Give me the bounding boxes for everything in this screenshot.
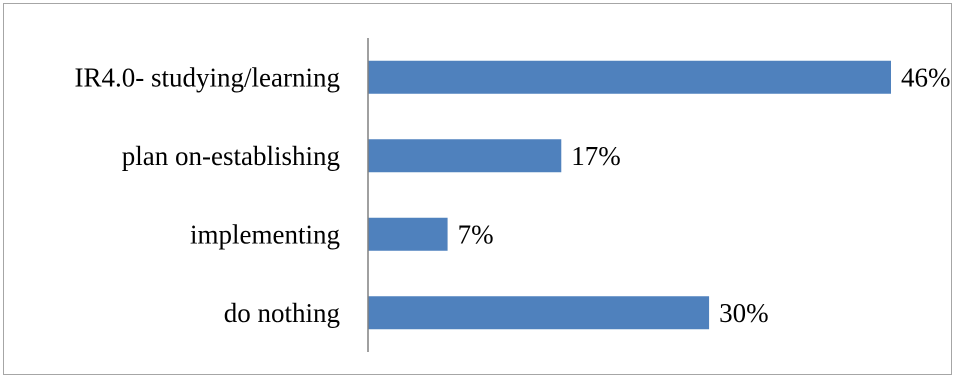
bar-2 [368,217,448,251]
bar-1 [368,139,562,173]
value-label-2: 7% [458,219,494,249]
category-label-3: do nothing [224,298,340,328]
category-label-1: plan on-establishing [122,141,340,171]
category-label-0: IR4.0- studying/learning [75,62,340,92]
bar-0 [368,60,891,94]
value-label-3: 30% [719,298,769,328]
bar-3 [368,296,710,330]
bars-group [368,60,891,330]
category-label-2: implementing [190,219,340,249]
value-label-1: 17% [571,141,621,171]
value-label-0: 46% [901,62,951,92]
labels-group: IR4.0- studying/learning 46% plan on-estab… [75,62,951,328]
